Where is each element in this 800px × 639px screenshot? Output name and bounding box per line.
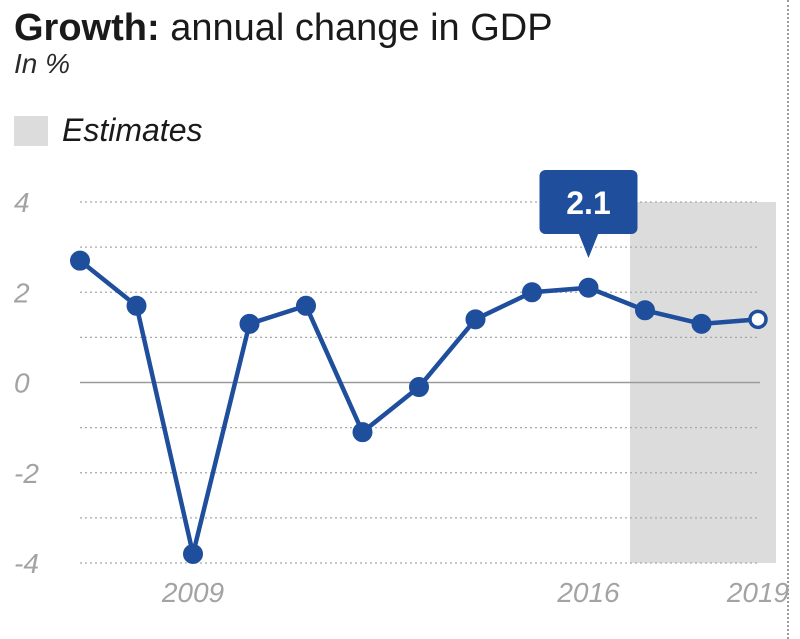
data-point: [578, 277, 599, 298]
y-tick-label: 4: [14, 187, 30, 218]
data-point: [70, 250, 90, 271]
callout-value: 2.1: [566, 185, 610, 221]
estimate-end-point: [748, 309, 768, 330]
x-tick-label: 2019: [726, 577, 789, 608]
legend: Estimates: [14, 112, 202, 149]
data-point: [183, 543, 203, 564]
highlight-callout: 2.1: [539, 170, 638, 258]
data-point: [409, 377, 429, 398]
callout-pointer: [578, 233, 599, 258]
y-tick-label: 0: [14, 368, 30, 399]
data-point: [635, 300, 655, 321]
y-tick-label: -4: [14, 548, 39, 579]
data-point: [296, 295, 316, 316]
series-points: [70, 250, 768, 564]
data-point: [522, 282, 542, 303]
chart-title: Growth: annual change in GDP: [14, 6, 553, 50]
callout-box: [539, 170, 638, 234]
data-point: [126, 295, 147, 316]
estimates-swatch: [14, 115, 48, 146]
chart-title-bold: Growth:: [14, 7, 160, 49]
right-border-rule: [787, 0, 789, 639]
y-axis-ticks: 4 2 0 -2 -4: [13, 187, 39, 579]
data-point: [691, 313, 712, 334]
data-point: [352, 422, 373, 443]
x-tick-label: 2016: [556, 577, 620, 608]
data-point: [239, 313, 260, 334]
estimates-legend-label: Estimates: [62, 112, 203, 148]
x-tick-label: 2009: [161, 577, 224, 608]
chart-subtitle: In %: [14, 48, 71, 79]
x-axis-ticks: 2009 2016 2019: [161, 577, 789, 608]
y-tick-label: -2: [14, 458, 39, 489]
data-point: [465, 309, 486, 330]
chart-title-rest: annual change in GDP: [159, 7, 553, 49]
y-tick-label: 2: [13, 277, 30, 308]
title-block: Growth: annual change in GDP In %: [14, 6, 553, 80]
